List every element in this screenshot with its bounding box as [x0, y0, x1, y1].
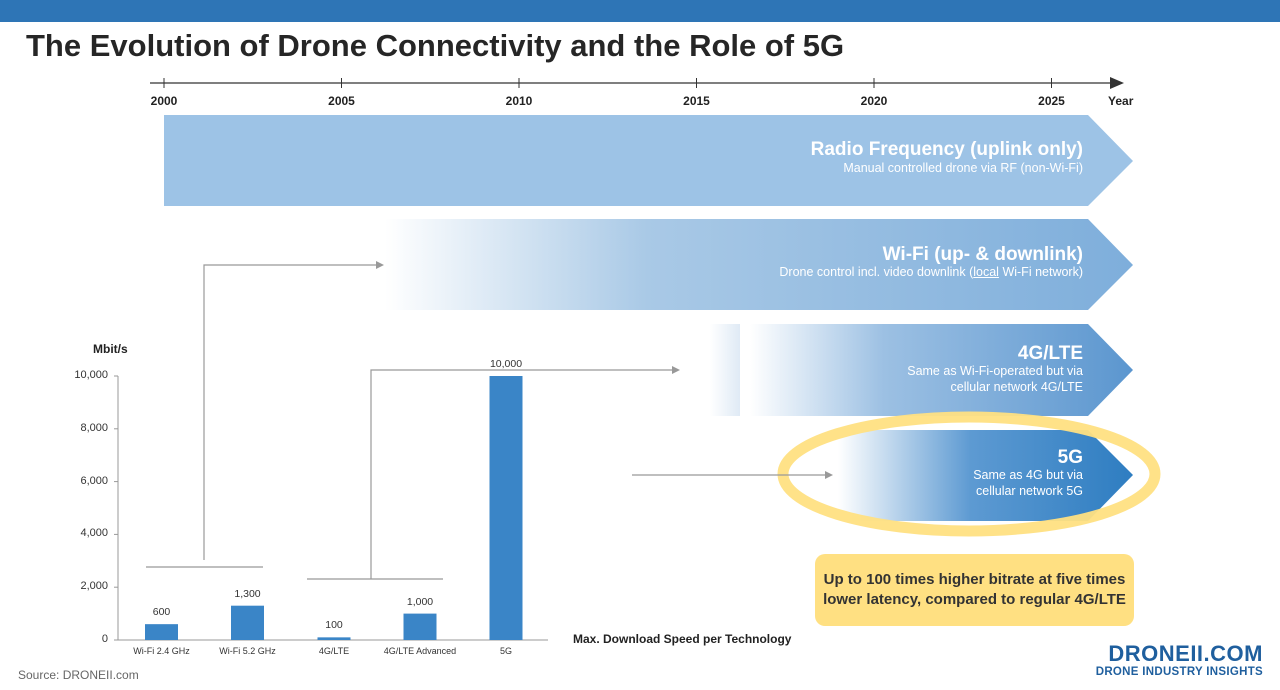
- band-wifi: [385, 219, 1133, 310]
- timeline-arrowhead: [1110, 77, 1124, 89]
- connector-lte-arrow: [672, 366, 680, 374]
- connector-5g-arrow: [825, 471, 833, 479]
- timeline-ticks: [163, 78, 1052, 88]
- bar-4g-lte-advanced: [403, 613, 437, 640]
- connector-wifi-arrow: [376, 261, 384, 269]
- band-lte-subtitle-1: Same as Wi-Fi-operated but via: [907, 364, 1083, 378]
- y-tick-label: 0: [101, 633, 108, 645]
- y-tick-marks: [114, 375, 118, 641]
- category-label: 4G/LTE Advanced: [383, 646, 457, 656]
- band-rf-subtitle: Manual controlled drone via RF (non-Wi-F…: [843, 161, 1083, 175]
- year-label-2015: 2015: [683, 94, 710, 108]
- value-label: 600: [152, 606, 171, 619]
- bar-wi-fi-5-2-ghz: [231, 605, 264, 640]
- band-5g-subtitle-1: Same as 4G but via: [973, 468, 1083, 482]
- y-tick-label: 2,000: [80, 580, 108, 593]
- value-label: 100: [325, 619, 343, 632]
- band-5g-subtitle-2: cellular network 5G: [976, 484, 1083, 498]
- bars: [145, 376, 523, 640]
- category-label: Wi-Fi 2.4 GHz: [133, 646, 190, 656]
- value-label: 1,000: [406, 595, 434, 608]
- category-label: 4G/LTE: [318, 646, 350, 656]
- bar-5g: [489, 376, 523, 640]
- callout-box: Up to 100 times higher bitrate at five t…: [815, 554, 1134, 626]
- band-lte: [750, 324, 1133, 416]
- timeline-axis-label: Year: [1108, 94, 1134, 108]
- connector-lte: [307, 369, 673, 580]
- category-label: 5G: [499, 646, 512, 656]
- category-label: Wi-Fi 5.2 GHz: [219, 646, 276, 656]
- logo-name: DRONEII.COM: [1108, 641, 1263, 666]
- connector-wifi: [146, 264, 378, 568]
- band-lte-subtitle-2: cellular network 4G/LTE: [950, 380, 1083, 394]
- bar-4g-lte: [317, 637, 351, 640]
- chart-x-label: Max. Download Speed per Technology: [573, 632, 792, 646]
- y-tick-label: 4,000: [80, 527, 108, 540]
- chart-y-label: Mbit/s: [93, 342, 128, 356]
- year-label-2005: 2005: [328, 94, 355, 108]
- year-label-2000: 2000: [150, 94, 178, 108]
- highlight-ellipse: [777, 411, 1161, 537]
- source-note: Source: DRONEII.com: [18, 668, 139, 682]
- logo-tagline: DRONE INDUSTRY INSIGHTS: [1095, 666, 1263, 678]
- band-wifi-title: Wi-Fi (up- & downlink): [882, 244, 1083, 265]
- value-label: 10,000: [489, 358, 523, 370]
- year-label-2010: 2010: [505, 94, 533, 108]
- page-title: The Evolution of Drone Connectivity and …: [26, 28, 845, 63]
- band-rf-title: Radio Frequency (uplink only): [810, 139, 1083, 160]
- bar-wi-fi-2-4-ghz: [145, 624, 178, 640]
- value-label: 1,300: [234, 587, 261, 600]
- y-tick-label: 6,000: [80, 474, 108, 487]
- y-tick-label: 8,000: [80, 421, 108, 434]
- y-tick-label: 10,000: [74, 369, 108, 381]
- year-label-2025: 2025: [1038, 94, 1065, 108]
- band-wifi-subtitle: Drone control incl. video downlink (loca…: [779, 265, 1083, 279]
- band-5g: [838, 430, 1133, 521]
- band-radio-frequency: [164, 115, 1133, 206]
- header-bar: [0, 0, 1280, 22]
- band-lte-title: 4G/LTE: [1017, 343, 1083, 364]
- band-5g-title: 5G: [1057, 447, 1083, 468]
- band-lte-fragment: [710, 324, 740, 416]
- year-label-2020: 2020: [860, 94, 888, 108]
